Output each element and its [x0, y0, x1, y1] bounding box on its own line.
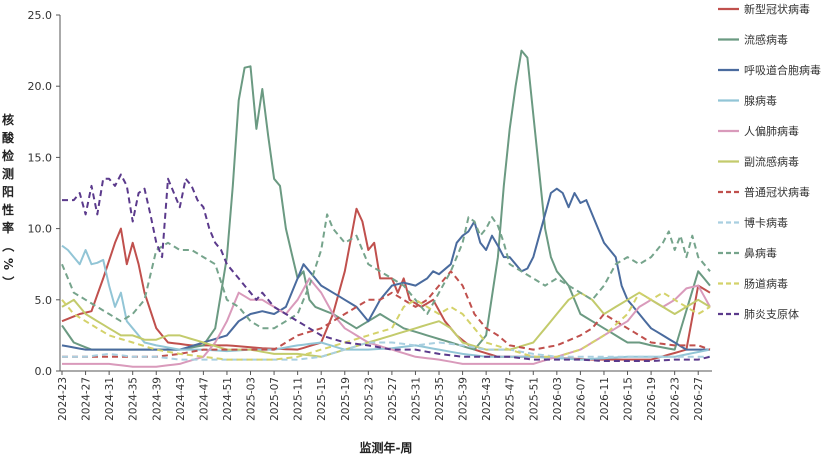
x-tick-label: 2024-35	[128, 377, 140, 421]
legend-label: 鼻病毒	[744, 246, 777, 260]
x-tick-label: 2025-27	[387, 377, 399, 421]
y-axis-title-char: 率	[2, 220, 14, 235]
series-lines	[61, 49, 711, 368]
x-tick-label: 2025-31	[410, 377, 422, 421]
x-tick-label: 2025-15	[316, 377, 328, 421]
x-axis-ticks: 2024-23 2024-27 2024-31 2024-35 2024-39 2024-…	[57, 371, 705, 421]
series-line	[61, 187, 710, 351]
legend-label: 新型冠状病毒	[744, 2, 810, 16]
legend-label: 博卡病毒	[744, 216, 788, 230]
x-axis-title: 监测年-周	[360, 440, 413, 455]
x-tick-label: 2025-43	[481, 377, 493, 421]
x-tick-label: 2024-23	[57, 377, 69, 421]
y-tick-label: 10.0	[28, 223, 53, 236]
series-line	[62, 341, 710, 361]
series-line	[62, 270, 711, 358]
series-line	[61, 291, 711, 361]
y-axis-title-char: 阳	[2, 184, 14, 199]
x-tick-label: 2025-51	[528, 377, 540, 421]
x-tick-label: 2025-03	[246, 377, 258, 421]
x-tick-label: 2025-23	[363, 377, 375, 421]
series-line	[61, 49, 711, 351]
series-line	[61, 244, 711, 361]
y-tick-label: 20.0	[28, 80, 53, 93]
x-tick-label: 2024-43	[175, 377, 187, 421]
legend-label: 副流感病毒	[744, 155, 799, 169]
y-axis-title-char: %	[1, 258, 15, 270]
x-tick-label: 2024-51	[222, 377, 234, 421]
x-tick-label: 2026-15	[623, 377, 635, 421]
x-tick-label: 2026-03	[552, 377, 564, 421]
x-tick-label: 2026-23	[670, 377, 682, 421]
x-tick-label: 2026-07	[575, 377, 587, 421]
x-tick-label: 2025-35	[434, 377, 446, 421]
x-tick-label: 2024-47	[198, 377, 210, 421]
x-tick-label: 2025-39	[458, 377, 470, 421]
series-line	[62, 173, 711, 362]
y-tick-label: 5.0	[35, 294, 53, 307]
legend-label: 腺病毒	[744, 94, 777, 108]
series-line	[61, 213, 711, 330]
y-tick-label: 15.0	[28, 151, 53, 164]
y-tick-label: 0.0	[35, 365, 53, 378]
y-axis-title-char: 性	[1, 202, 14, 217]
legend-label: 肺炎支原体	[744, 307, 799, 321]
legend-label: 普通冠状病毒	[744, 185, 810, 199]
x-tick-label: 2024-31	[104, 377, 116, 421]
x-tick-label: 2025-07	[269, 377, 281, 421]
y-axis-title-char: 检	[2, 148, 14, 163]
series-line	[61, 291, 711, 358]
x-tick-label: 2024-39	[151, 377, 163, 421]
y-axis-title-char: 核	[2, 112, 14, 127]
y-axis-title-char: 测	[2, 166, 14, 181]
legend-label: 流感病毒	[744, 33, 788, 47]
legend-label: 肠道病毒	[744, 277, 788, 291]
legend-label: 人偏肺病毒	[744, 124, 799, 138]
y-axis-title-char: （	[1, 240, 16, 252]
axes	[59, 15, 712, 372]
x-tick-label: 2025-47	[505, 377, 517, 421]
x-tick-label: 2024-27	[81, 377, 93, 421]
y-tick-label: 25.0	[28, 9, 53, 22]
legend-label: 呼吸道合胞病毒	[744, 63, 821, 77]
y-axis-ticks: 0.0 5.0 10.0 15.0 20.0 25.0	[28, 9, 60, 378]
y-axis-title-char: 酸	[2, 130, 15, 145]
series-line	[61, 207, 711, 361]
x-tick-label: 2026-19	[646, 377, 658, 421]
x-tick-label: 2026-27	[693, 377, 705, 421]
x-tick-label: 2026-11	[599, 377, 611, 421]
x-tick-label: 2025-19	[340, 377, 352, 421]
x-tick-label: 2025-11	[293, 377, 305, 421]
legend: 新型冠状病毒流感病毒呼吸道合胞病毒腺病毒人偏肺病毒副流感病毒普通冠状病毒博卡病毒…	[718, 2, 821, 321]
y-axis-title-char: ）	[1, 276, 16, 288]
